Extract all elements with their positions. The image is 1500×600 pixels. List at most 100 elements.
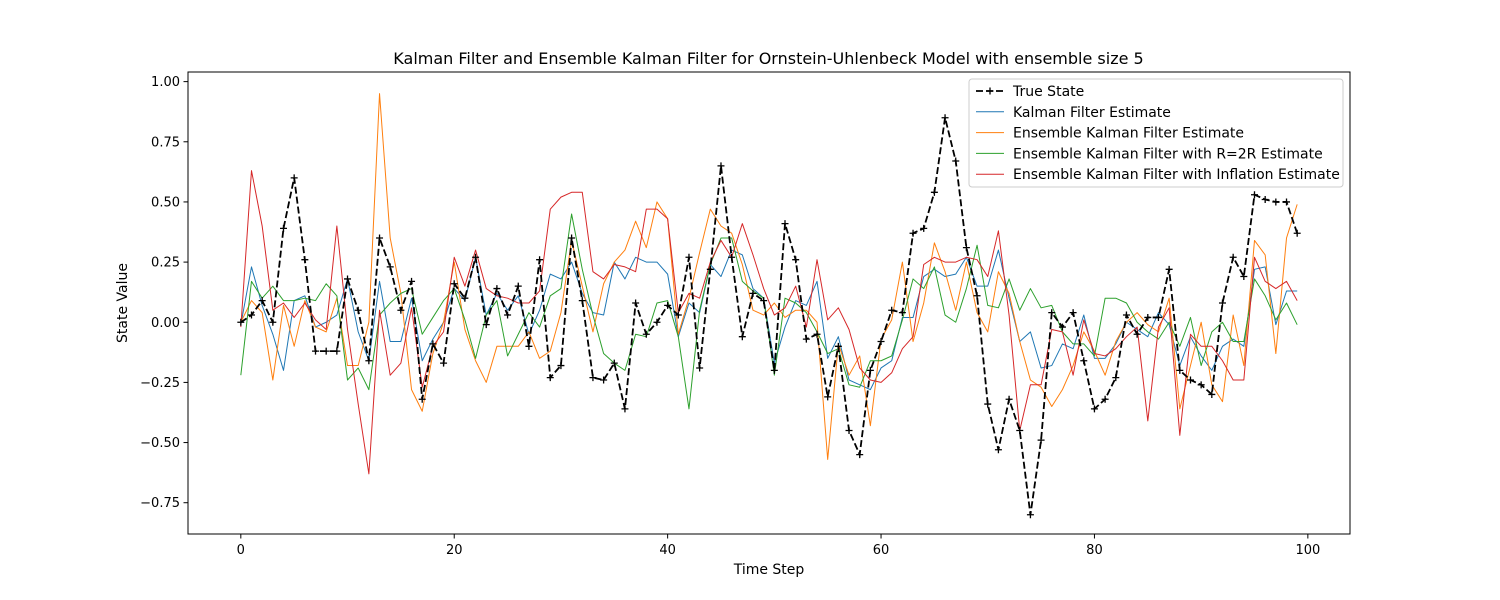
- x-axis-label: Time Step: [733, 562, 805, 578]
- data-point: [312, 347, 320, 355]
- data-point: [376, 234, 384, 242]
- data-point: [1229, 253, 1237, 261]
- data-point: [984, 400, 992, 408]
- data-point: [1133, 330, 1141, 338]
- data-point: [621, 405, 629, 413]
- data-point: [770, 366, 778, 374]
- data-point: [610, 359, 618, 367]
- x-tick-label: 0: [237, 543, 245, 558]
- data-point: [898, 309, 906, 317]
- data-point: [280, 224, 287, 232]
- data-point: [685, 253, 693, 261]
- data-point: [525, 342, 533, 350]
- legend-marker: [986, 87, 994, 95]
- data-point: [632, 299, 640, 307]
- data-point: [429, 340, 437, 348]
- data-point: [1197, 381, 1205, 389]
- legend-label: True State: [1012, 84, 1084, 100]
- data-point: [1293, 229, 1301, 237]
- true-state-markers: [237, 114, 1301, 519]
- data-point: [674, 311, 682, 319]
- data-point: [877, 338, 885, 345]
- data-point: [269, 318, 277, 326]
- data-point: [653, 318, 661, 326]
- data-point: [706, 265, 714, 273]
- x-tick-label: 80: [1086, 543, 1103, 558]
- y-axis: −0.75 −0.50 −0.25 0.00 0.25 0.50 0.75 1.00: [140, 75, 188, 511]
- x-tick-label: 100: [1295, 543, 1320, 558]
- data-point: [717, 162, 725, 170]
- legend-box: [968, 78, 1344, 188]
- data-point: [408, 277, 416, 285]
- data-point: [1048, 309, 1056, 317]
- x-tick-label: 60: [873, 543, 890, 558]
- data-point: [461, 294, 469, 302]
- data-point: [994, 446, 1002, 454]
- legend-label: Ensemble Kalman Filter with Inflation Es…: [1013, 167, 1340, 183]
- data-point: [802, 335, 810, 343]
- data-point: [813, 330, 821, 338]
- data-point: [493, 285, 501, 293]
- data-point: [1261, 196, 1269, 204]
- data-point: [397, 306, 405, 314]
- data-point: [568, 234, 576, 242]
- data-point: [952, 157, 960, 165]
- data-point: [1090, 405, 1098, 413]
- data-point: [1026, 511, 1034, 519]
- data-point: [546, 374, 554, 382]
- data-point: [728, 253, 736, 261]
- data-point: [365, 357, 373, 365]
- data-point: [1058, 323, 1066, 331]
- data-point: [1016, 427, 1024, 435]
- data-point: [386, 263, 394, 271]
- y-tick-label: −0.25: [140, 376, 180, 391]
- y-tick-label: −0.50: [140, 436, 180, 451]
- plot-frame: [187, 71, 1351, 535]
- data-point: [664, 301, 672, 309]
- data-point: [1283, 198, 1291, 206]
- data-point: [781, 220, 789, 228]
- data-point: [482, 321, 490, 329]
- data-point: [930, 188, 938, 196]
- chart-title: Kalman Filter and Ensemble Kalman Filter…: [393, 49, 1143, 68]
- data-point: [1122, 311, 1130, 319]
- y-axis-label: State Value: [115, 263, 131, 343]
- data-point: [589, 374, 597, 382]
- legend-label: Ensemble Kalman Filter with R=2R Estimat…: [1013, 146, 1323, 162]
- data-point: [1080, 357, 1088, 365]
- data-point: [237, 318, 245, 326]
- y-tick-label: −0.75: [140, 496, 180, 511]
- y-tick-label: 0.00: [151, 316, 180, 331]
- data-point: [1272, 198, 1280, 206]
- data-point: [696, 364, 704, 372]
- x-tick-label: 20: [446, 543, 463, 558]
- data-point: [450, 280, 458, 288]
- data-point: [909, 229, 917, 237]
- data-point: [792, 256, 800, 264]
- data-point: [973, 292, 981, 300]
- data-point: [1218, 299, 1226, 307]
- y-tick-label: 1.00: [151, 75, 180, 90]
- data-point: [1144, 313, 1152, 321]
- series-layer: [237, 93, 1301, 519]
- legend: True State Kalman Filter Estimate Ensemble…: [968, 78, 1344, 188]
- data-point: [1186, 376, 1194, 384]
- data-point: [536, 256, 544, 264]
- data-point: [354, 306, 362, 314]
- data-point: [472, 253, 480, 261]
- series-line-1: [240, 249, 1298, 391]
- data-point: [1176, 366, 1184, 374]
- data-point: [642, 330, 650, 338]
- data-point: [504, 311, 512, 319]
- x-axis: 0 20 40 60 80 100: [237, 534, 1320, 558]
- data-point: [418, 395, 426, 403]
- data-point: [1037, 436, 1045, 444]
- data-point: [856, 451, 864, 459]
- data-point: [888, 306, 896, 314]
- data-point: [962, 244, 970, 252]
- data-point: [760, 297, 768, 305]
- data-point: [1101, 395, 1109, 403]
- data-point: [322, 347, 330, 355]
- legend-label: Ensemble Kalman Filter Estimate: [1013, 126, 1244, 142]
- data-point: [834, 342, 842, 350]
